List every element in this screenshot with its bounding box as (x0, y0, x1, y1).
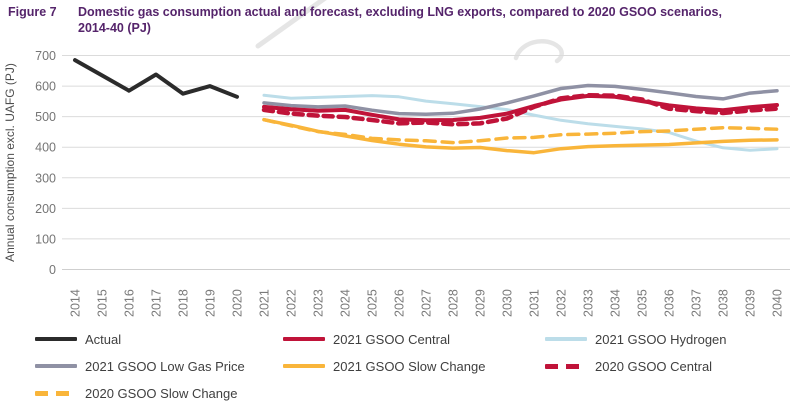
legend-label: 2021 GSOO Slow Change (333, 358, 486, 374)
x-tick-label: 2018 (177, 289, 191, 317)
x-tick-label: 2025 (366, 289, 380, 317)
y-axis-title: Annual consumption excl. UAFG (PJ) (3, 63, 17, 262)
series-line-slow-change-2020 (262, 117, 779, 145)
legend-swatch-slow-change-2020 (35, 390, 77, 396)
x-tick-label: 2024 (339, 289, 353, 317)
legend-swatch-central-2020 (545, 363, 587, 369)
y-tick-label: 200 (35, 202, 56, 216)
x-tick-label: 2035 (636, 289, 650, 317)
y-tick-label: 300 (35, 171, 56, 185)
x-tick-label: 2026 (393, 289, 407, 317)
legend-swatch-central-2021 (283, 337, 325, 341)
y-tick-label: 100 (35, 232, 56, 246)
series-line-central-2021 (262, 93, 779, 123)
x-tick-label: 2022 (285, 289, 299, 317)
legend-item-low-gas-price-2021: 2021 GSOO Low Gas Price (35, 356, 283, 376)
legend-swatch-hydrogen-2021 (545, 337, 587, 341)
x-tick-label: 2030 (501, 289, 515, 317)
legend-swatch-slow-change-2021 (283, 364, 325, 368)
x-tick-label: 2016 (123, 289, 137, 317)
series-line-actual (73, 58, 239, 99)
figure-title-block: Figure 7 Domestic gas consumption actual… (8, 5, 750, 36)
x-tick-label: 2033 (582, 289, 596, 317)
x-tick-label: 2023 (312, 289, 326, 317)
x-tick-label: 2017 (150, 289, 164, 317)
x-tick-label: 2015 (96, 289, 110, 317)
figure-title: Domestic gas consumption actual and fore… (78, 5, 722, 35)
x-tick-label: 2037 (690, 289, 704, 317)
legend-label: 2021 GSOO Central (333, 331, 451, 347)
x-tick-label: 2038 (717, 289, 731, 317)
legend-item-central-2021: 2021 GSOO Central (283, 329, 545, 349)
legend-item-slow-change-2021: 2021 GSOO Slow Change (283, 356, 545, 376)
y-tick-label: 600 (35, 80, 56, 94)
x-tick-label: 2027 (420, 289, 434, 317)
legend: Actual 2021 GSOO Central 2021 GSOO Hydroge… (35, 329, 800, 403)
series-line-central-2020 (261, 93, 780, 127)
chart-series (73, 58, 780, 155)
x-tick-label: 2028 (447, 289, 461, 317)
y-tick-label: 500 (35, 110, 56, 124)
x-tick-label: 2014 (69, 289, 83, 317)
series-line-low-gas-price-2021 (262, 83, 779, 116)
y-tick-label: 700 (35, 49, 56, 63)
legend-item-central-2020: 2020 GSOO Central (545, 356, 800, 376)
x-tick-label: 2034 (609, 289, 623, 317)
series-line-slow-change-2021 (262, 117, 779, 155)
y-tick-label: 0 (49, 263, 56, 277)
y-tick-label: 400 (35, 141, 56, 155)
x-tick-label: 2020 (231, 289, 245, 317)
legend-label: Actual (85, 331, 122, 347)
legend-item-hydrogen-2021: 2021 GSOO Hydrogen (545, 329, 800, 349)
x-tick-label: 2036 (663, 289, 677, 317)
legend-swatch-low-gas-price-2021 (35, 364, 77, 368)
chart: 0 100 200 300 400 500 600 700 Annual consumption… (3, 49, 790, 317)
x-tick-label: 2039 (744, 289, 758, 317)
legend-label: 2020 GSOO Slow Change (85, 385, 238, 401)
x-tick-label: 2032 (555, 289, 569, 317)
legend-label: 2021 GSOO Low Gas Price (85, 358, 245, 374)
legend-label: 2021 GSOO Hydrogen (595, 331, 727, 347)
x-tick-label: 2019 (204, 289, 218, 317)
chart-grid: 0 100 200 300 400 500 600 700 Annual consumption… (3, 49, 790, 277)
x-tick-label: 2031 (528, 289, 542, 317)
x-tick-label: 2040 (771, 289, 785, 317)
legend-label: 2020 GSOO Central (595, 358, 713, 374)
x-tick-label: 2029 (474, 289, 488, 317)
legend-item-actual: Actual (35, 329, 283, 349)
x-tick-label: 2021 (258, 289, 272, 317)
figure-number: Figure 7 (8, 5, 57, 19)
legend-swatch-actual (35, 337, 77, 341)
chart-x-axis: 2014 2015 2016 2017 2018 2019 2020 2021 2022 2023… (69, 289, 785, 317)
legend-item-slow-change-2020: 2020 GSOO Slow Change (35, 383, 283, 403)
